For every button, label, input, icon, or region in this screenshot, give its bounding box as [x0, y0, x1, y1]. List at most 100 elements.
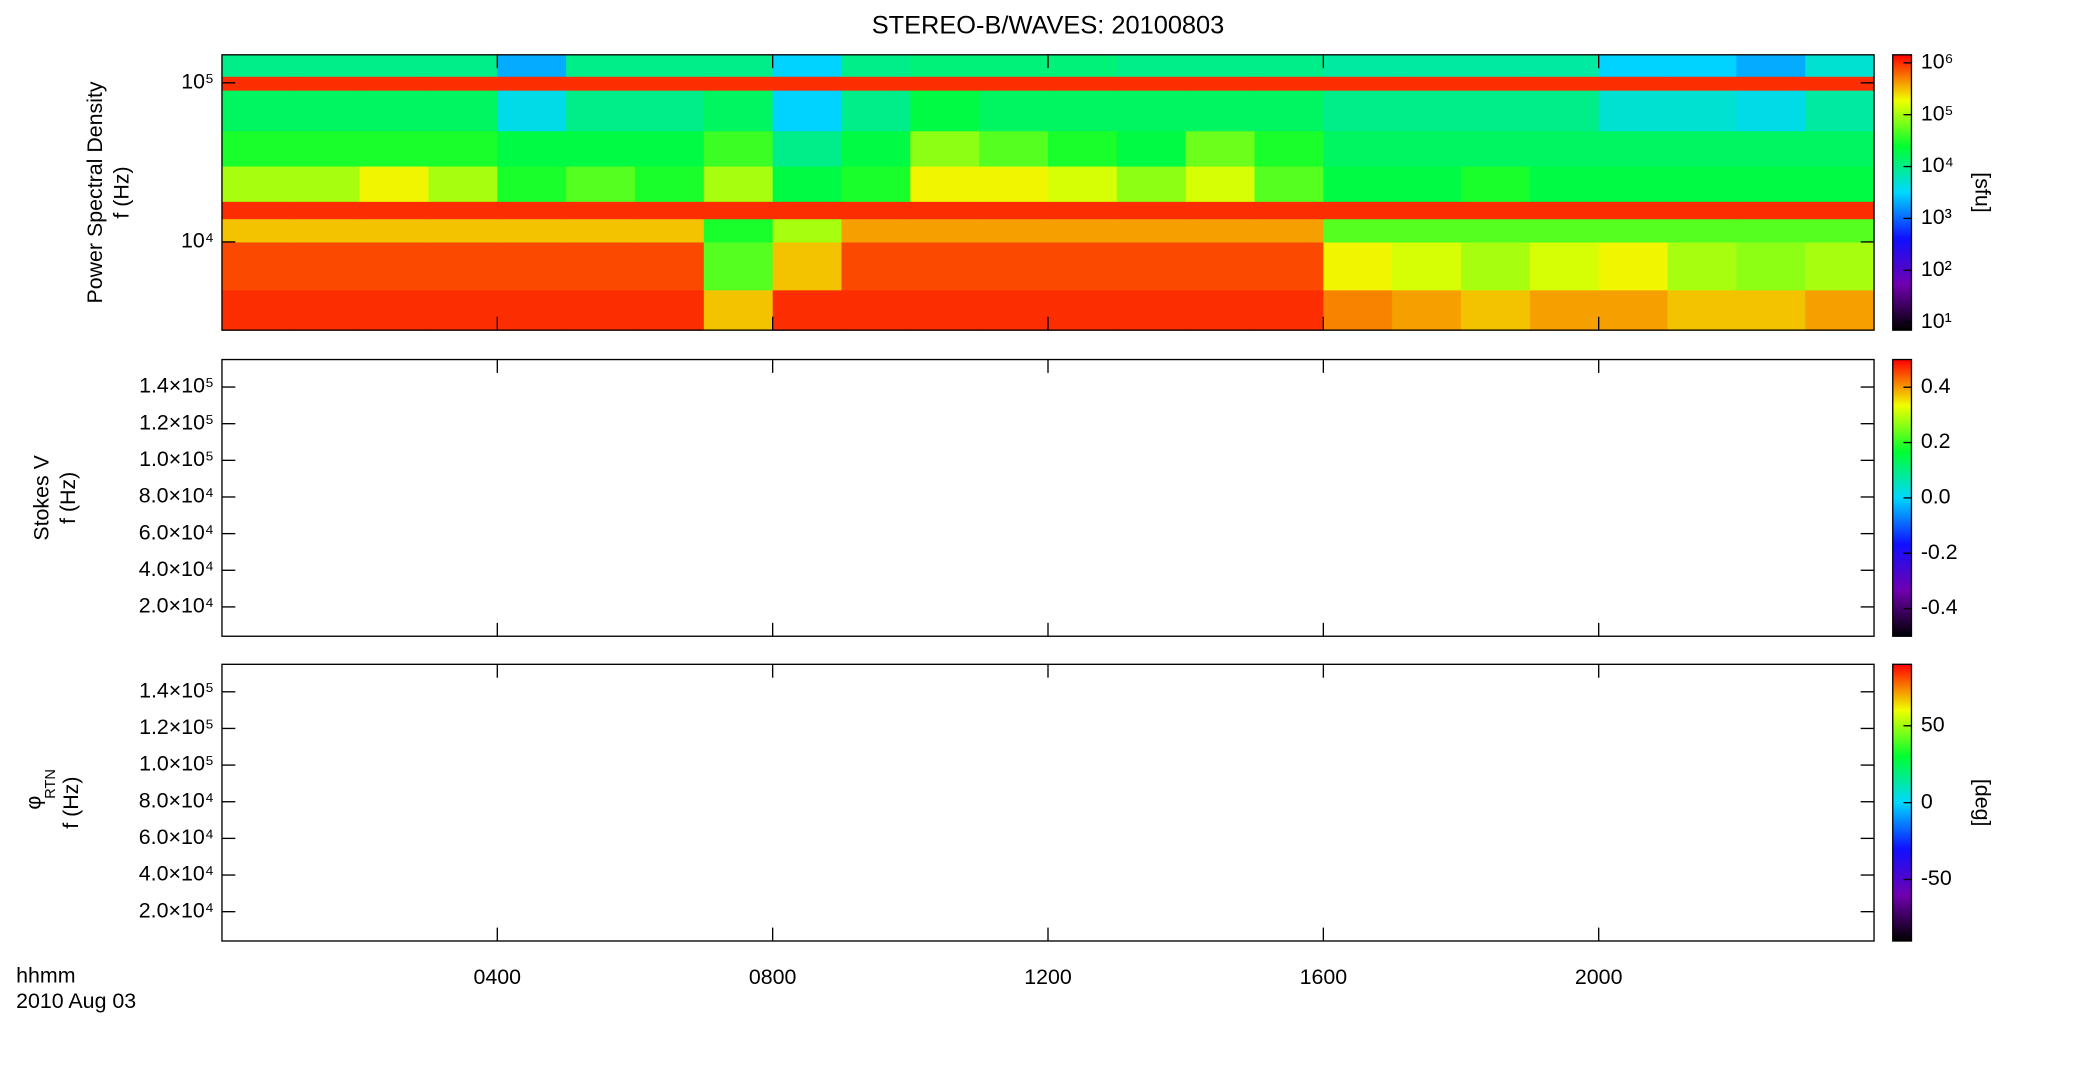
spectrogram-cell: [221, 201, 292, 220]
colorbar-label: [deg]: [1970, 779, 1994, 827]
spectrogram-cell: [1461, 241, 1531, 291]
spectrogram-cell: [703, 166, 774, 202]
spectrogram-cell: [910, 90, 980, 132]
x-tick-label: 1200: [1024, 965, 1072, 989]
spectrogram-cell: [703, 201, 774, 220]
spectrogram-cell: [290, 241, 361, 291]
y-axis-label-subscript: RTN: [43, 769, 59, 799]
spectrogram-cell: [1736, 76, 1806, 91]
spectrogram-cell: [1667, 166, 1737, 202]
spectrogram-cell: [1116, 54, 1187, 77]
spectrogram-cell: [1392, 76, 1462, 91]
spectrogram-cell: [290, 90, 361, 132]
colorbar-tick-label: 10²: [1921, 257, 1952, 281]
spectrogram-cell: [1736, 289, 1806, 331]
spectrogram-cell: [634, 241, 705, 291]
spectrogram-cell: [910, 289, 980, 331]
y-tick-label: 1.4×10⁵: [139, 678, 214, 702]
spectrogram-cell: [772, 54, 843, 77]
spectrogram-cell: [1805, 166, 1875, 202]
spectrogram-cell: [1185, 201, 1256, 220]
y-tick-label: 4.0×10⁴: [139, 557, 214, 581]
spectrogram-cell: [566, 201, 636, 220]
spectrogram-cell: [910, 76, 980, 91]
spectrogram-cell: [703, 54, 774, 77]
y-tick-label: 1.2×10⁵: [139, 715, 214, 739]
spectrogram-cell: [910, 166, 980, 202]
spectrogram-cell: [634, 76, 705, 91]
spectrogram-cell: [979, 241, 1049, 291]
spectrogram-cell: [497, 90, 567, 132]
spectrogram-cell: [1736, 218, 1806, 243]
y-tick-label: 4.0×10⁴: [139, 862, 214, 886]
spectrogram-cell: [841, 218, 911, 243]
spectrogram-cell: [841, 90, 911, 132]
spectrogram-cell: [772, 218, 843, 243]
spectrogram-cell: [703, 218, 774, 243]
y-tick-label: 8.0×10⁴: [139, 484, 214, 508]
spectrogram-cell: [910, 130, 980, 167]
plot-frame: [221, 663, 1875, 942]
colorbar-tick-label: 10⁵: [1921, 101, 1954, 125]
spectrogram-cell: [1736, 54, 1806, 77]
spectrogram-cell: [703, 90, 774, 132]
spectrogram-cell: [1048, 166, 1118, 202]
spectrogram-cell: [221, 130, 292, 167]
y-tick-label: 1.0×10⁵: [139, 447, 214, 471]
spectrogram-cell: [1254, 241, 1324, 291]
spectrogram-cell: [359, 166, 430, 202]
spectrogram-cell: [910, 201, 980, 220]
spectrogram-cell: [428, 166, 498, 202]
spectrogram-cell: [1529, 130, 1600, 167]
spectrogram-cell: [1116, 166, 1187, 202]
spectrogram-cell: [566, 54, 636, 77]
spectrogram-cell: [290, 218, 361, 243]
spectrogram-cell: [841, 289, 911, 331]
colorbar-tick-label: -50: [1921, 866, 1952, 890]
y-tick-label: 1.4×10⁵: [139, 374, 214, 398]
spectrogram-cell: [634, 90, 705, 132]
spectrogram-cell: [428, 201, 498, 220]
spectrogram-cell: [1667, 130, 1737, 167]
spectrogram-cell: [1529, 241, 1600, 291]
colorbar: [1892, 54, 1913, 331]
spectrogram-cell: [634, 218, 705, 243]
spectrogram-cell: [1667, 201, 1737, 220]
spectrogram-cell: [221, 90, 292, 132]
spectrogram-cell: [1254, 90, 1324, 132]
spectrogram-cell: [1116, 201, 1187, 220]
spectrogram-cell: [1323, 241, 1393, 291]
colorbar-tick-label: 10⁴: [1921, 153, 1954, 177]
spectrogram-cell: [841, 201, 911, 220]
spectrogram-cell: [772, 241, 843, 291]
spectrogram-cell: [1805, 130, 1875, 167]
spectrogram-cell: [1323, 90, 1393, 132]
spectrogram-cell: [1254, 201, 1324, 220]
spectrogram-cell: [979, 130, 1049, 167]
spectrogram-cell: [1185, 90, 1256, 132]
spectrogram-cell: [221, 218, 292, 243]
spectrogram-cell: [497, 54, 567, 77]
spectrogram-cell: [1461, 289, 1531, 331]
spectrogram-cell: [1529, 166, 1600, 202]
spectrogram-cell: [497, 218, 567, 243]
spectrogram-cell: [1323, 166, 1393, 202]
spectrogram-cell: [634, 201, 705, 220]
spectrogram-cell: [221, 289, 292, 331]
spectrogram-cell: [1323, 201, 1393, 220]
spectrogram-cell: [497, 289, 567, 331]
spectrogram-cell: [1598, 54, 1669, 77]
spectrogram-cell: [1116, 130, 1187, 167]
spectrogram-cell: [1461, 76, 1531, 91]
spectrogram-cell: [703, 130, 774, 167]
spectrogram-cell: [359, 130, 430, 167]
spectrogram-cell: [428, 289, 498, 331]
spectrogram-cell: [772, 90, 843, 132]
spectrogram-cell: [1185, 218, 1256, 243]
spectrogram-cell: [1598, 201, 1669, 220]
spectrogram-cell: [566, 241, 636, 291]
y-tick-label: 1.0×10⁵: [139, 752, 214, 776]
colorbar-tick-label: 0.0: [1921, 485, 1951, 509]
y-tick-label: 10⁴: [181, 229, 214, 253]
spectrogram-cell: [1529, 201, 1600, 220]
